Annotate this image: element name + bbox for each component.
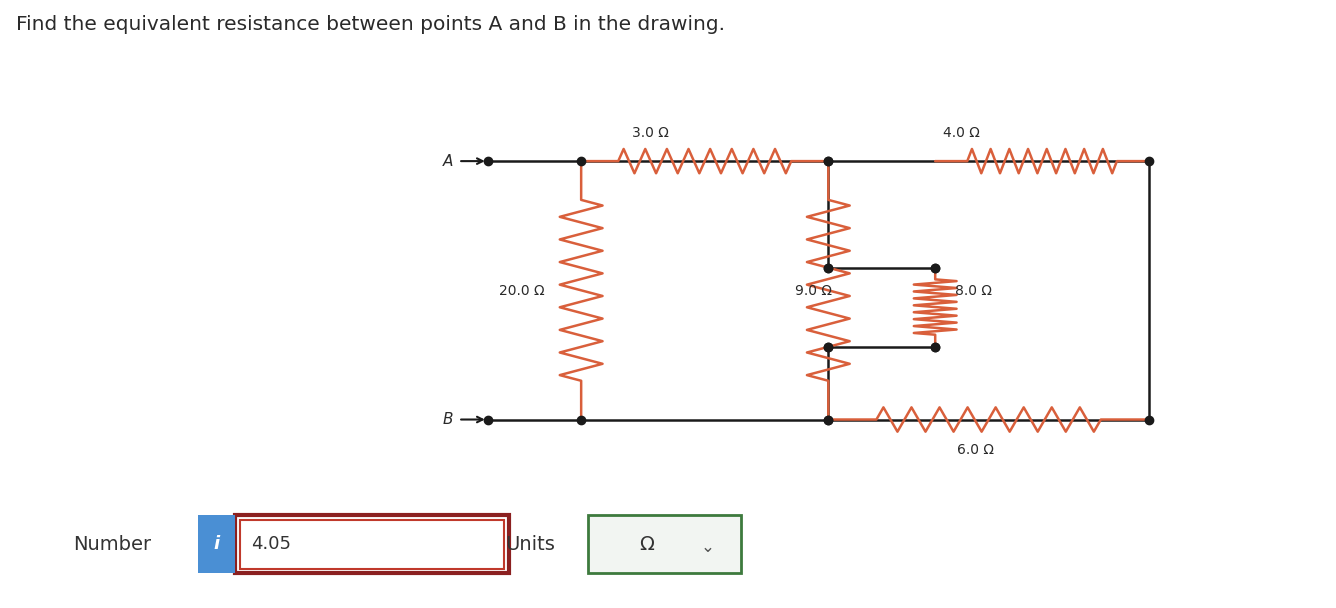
Text: Units: Units [505,534,554,554]
Text: B: B [442,412,453,427]
Text: 9.0 Ω: 9.0 Ω [795,283,832,298]
Text: ⌄: ⌄ [701,538,715,556]
Bar [240,519,504,569]
Text: Find the equivalent resistance between points A and B in the drawing.: Find the equivalent resistance between p… [16,15,725,34]
Text: 4.0 Ω: 4.0 Ω [943,126,981,140]
Text: A: A [442,154,453,168]
Bar [588,516,741,573]
Text: 20.0 Ω: 20.0 Ω [500,283,545,298]
Text: Number: Number [73,534,151,554]
Text: 3.0 Ω: 3.0 Ω [632,126,669,140]
Text: 8.0 Ω: 8.0 Ω [955,283,993,298]
Bar [235,516,509,573]
Text: Ω: Ω [639,534,653,554]
Text: 6.0 Ω: 6.0 Ω [957,443,994,457]
Text: 4.05: 4.05 [251,535,291,553]
Text: i: i [214,535,219,553]
Bar [198,516,235,573]
